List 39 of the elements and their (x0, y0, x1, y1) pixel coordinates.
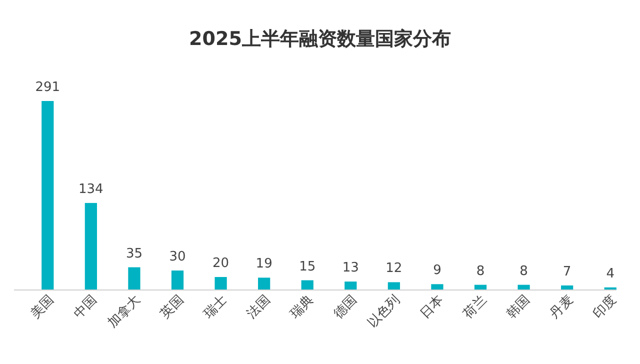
x-tick-label: 印度 (590, 292, 620, 322)
x-tick-label: 德国 (330, 292, 360, 322)
bar (42, 101, 54, 290)
data-label: 19 (256, 256, 272, 272)
data-label: 9 (433, 263, 442, 278)
x-tick-label: 韩国 (504, 292, 534, 322)
x-tick-label: 瑞典 (288, 292, 317, 322)
data-label: 20 (212, 256, 230, 272)
chart-title: 2025上半年融资数量国家分布 (189, 28, 451, 50)
x-tick-label: 丹麦 (547, 292, 576, 322)
x-tick-label: 法国 (244, 292, 274, 322)
x-tick-label: 英国 (158, 292, 187, 322)
data-label: 4 (606, 266, 614, 282)
x-tick-label: 加拿大 (105, 292, 144, 331)
bar (301, 280, 314, 290)
x-tick-label: 荷兰 (460, 292, 490, 322)
data-label: 13 (342, 260, 359, 276)
data-label: 291 (35, 80, 60, 95)
data-label: 8 (520, 264, 528, 279)
x-tick-label: 以色列 (365, 292, 404, 331)
bar (84, 202, 97, 290)
data-label: 30 (169, 250, 186, 265)
bar (344, 282, 357, 290)
bar (214, 277, 227, 290)
data-label: 134 (78, 182, 104, 197)
x-tick-label: 日本 (418, 292, 447, 322)
bar (258, 278, 270, 290)
data-label: 12 (386, 261, 402, 276)
x-tick-label: 中国 (71, 292, 100, 322)
data-label: 7 (562, 264, 572, 280)
data-label: 8 (476, 264, 485, 279)
data-label: 35 (126, 246, 142, 262)
x-tick-label: 瑞士 (201, 292, 230, 322)
bar (128, 267, 140, 290)
bar (388, 282, 400, 290)
x-tick-label: 美国 (27, 292, 57, 322)
bar (431, 284, 444, 290)
data-label: 15 (299, 259, 316, 274)
bar (171, 270, 184, 290)
